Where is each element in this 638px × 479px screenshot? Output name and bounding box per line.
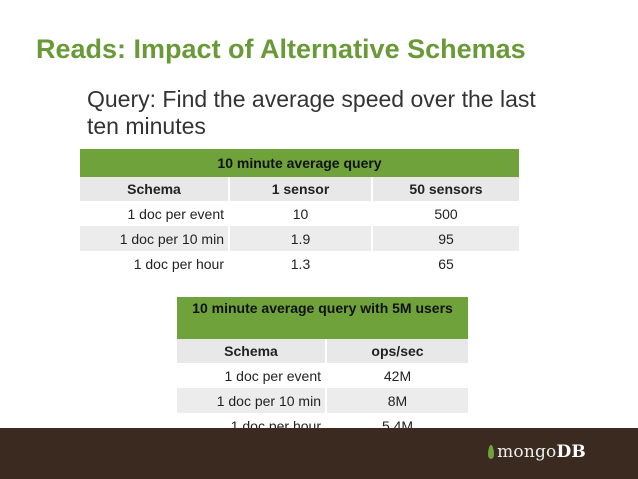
leaf-icon xyxy=(488,445,495,459)
table2-header-schema: Schema xyxy=(177,339,327,363)
value-cell: 8M xyxy=(326,388,468,413)
table1-header-50-sensors: 50 sensors xyxy=(372,177,519,201)
table-row: 1 doc per event 10 500 xyxy=(80,201,519,226)
value-cell: 500 xyxy=(372,201,519,226)
table1-caption: 10 minute average query xyxy=(80,149,519,177)
table-row: 1 doc per event 42M xyxy=(177,363,468,388)
table1-header-schema: Schema xyxy=(80,177,230,201)
slide-title: Reads: Impact of Alternative Schemas xyxy=(36,34,526,64)
schema-cell: 1 doc per event xyxy=(80,201,230,226)
value-cell: 95 xyxy=(372,226,519,251)
schema-cell: 1 doc per hour xyxy=(80,251,230,276)
value-cell: 1.3 xyxy=(229,251,373,276)
logo-text: mongoDB xyxy=(497,442,586,462)
value-cell: 65 xyxy=(372,251,519,276)
query-description: Query: Find the average speed over the l… xyxy=(87,86,536,139)
table1-header-1-sensor: 1 sensor xyxy=(229,177,373,201)
value-cell: 42M xyxy=(326,363,468,388)
schema-cell: 1 doc per 10 min xyxy=(177,388,327,413)
schema-cell: 1 doc per event xyxy=(177,363,327,388)
mongodb-logo: mongoDB xyxy=(488,442,586,462)
table-row: 1 doc per 10 min 8M xyxy=(177,388,468,413)
footer-bar: mongoDB xyxy=(0,428,638,479)
value-cell: 10 xyxy=(229,201,373,226)
value-cell: 1.9 xyxy=(229,226,373,251)
table2-header-ops-sec: ops/sec xyxy=(326,339,468,363)
users-query-table: 10 minute average query with 5M users Sc… xyxy=(177,297,468,438)
table-row: 1 doc per 10 min 1.9 95 xyxy=(80,226,519,251)
table-row: 1 doc per hour 1.3 65 xyxy=(80,251,519,276)
schema-cell: 1 doc per 10 min xyxy=(80,226,230,251)
table2-caption: 10 minute average query with 5M users xyxy=(177,297,468,339)
average-query-table: 10 minute average query Schema 1 sensor … xyxy=(80,149,519,276)
